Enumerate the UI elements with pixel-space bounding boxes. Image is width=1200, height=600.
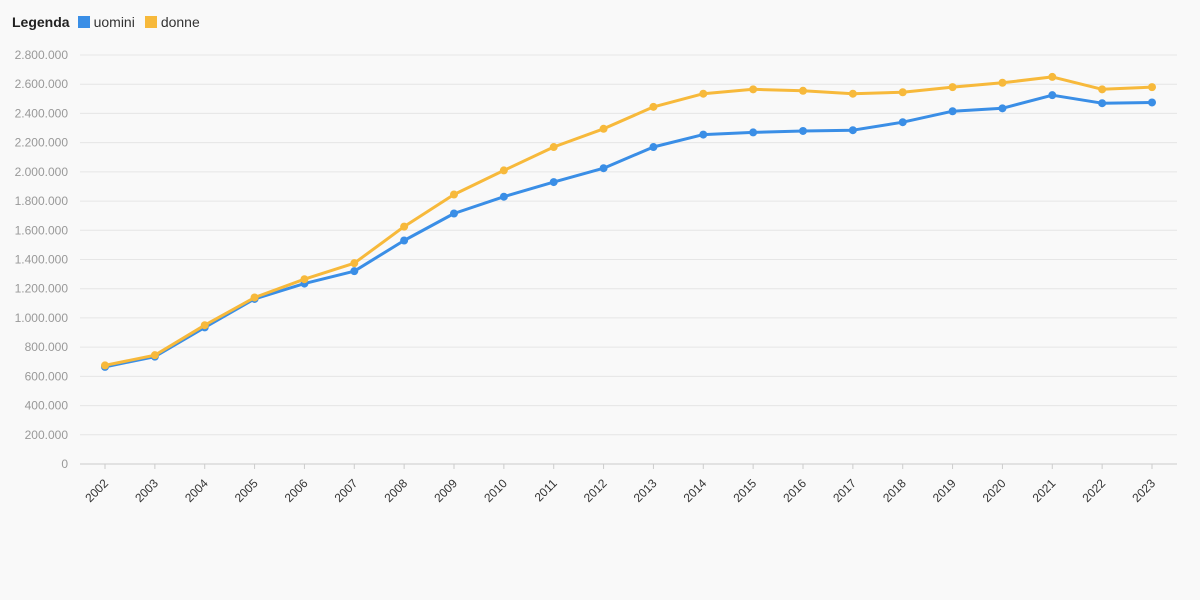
y-tick-label: 1.200.000 [15, 282, 69, 296]
data-point-donne[interactable] [400, 222, 409, 231]
legend-swatch-uomini [77, 16, 90, 28]
x-tick-label: 2012 [581, 476, 610, 505]
data-point-donne[interactable] [898, 88, 907, 97]
x-tick-label: 2015 [730, 476, 759, 505]
y-tick-label: 800.000 [25, 340, 69, 354]
data-point-donne[interactable] [948, 83, 957, 92]
y-axis-tick-labels: 0 200.000 400.000 600.000 800.000 1.000.000 1.… [15, 48, 69, 471]
data-point-uomini[interactable] [749, 128, 758, 137]
x-tick-label: 2011 [532, 476, 560, 504]
y-tick-label: 0 [61, 457, 68, 471]
y-tick-label: 2.200.000 [15, 136, 69, 150]
x-tick-label: 2006 [282, 476, 311, 505]
data-point-uomini[interactable] [350, 267, 359, 276]
y-tick-label: 2.800.000 [15, 48, 69, 62]
y-tick-label: 2.000.000 [15, 165, 69, 179]
y-tick-label: 1.800.000 [15, 194, 69, 208]
data-point-uomini[interactable] [998, 104, 1007, 113]
x-tick-label: 2022 [1079, 476, 1108, 505]
y-tick-label: 2.400.000 [15, 106, 69, 120]
data-point-donne[interactable] [350, 259, 359, 268]
x-axis: 2002 2003 2004 2005 2006 2007 2008 2009 2010 2011… [82, 464, 1158, 505]
data-point-donne[interactable] [699, 89, 708, 98]
x-tick-label: 2017 [830, 476, 859, 505]
x-tick-label: 2003 [132, 476, 161, 505]
data-point-uomini[interactable] [1098, 99, 1107, 108]
x-tick-label: 2019 [930, 476, 959, 505]
data-point-donne[interactable] [599, 124, 608, 133]
data-point-donne[interactable] [200, 321, 209, 330]
x-tick-label: 2016 [780, 476, 809, 505]
data-point-donne[interactable] [749, 85, 758, 94]
x-tick-label: 2005 [232, 476, 261, 505]
data-point-donne[interactable] [1098, 85, 1107, 94]
legend-title: Legenda [12, 14, 70, 30]
data-point-uomini[interactable] [898, 118, 907, 127]
data-point-donne[interactable] [150, 351, 159, 360]
series-line-uomini [103, 93, 1154, 369]
y-tick-label: 400.000 [25, 399, 69, 413]
data-point-donne[interactable] [1048, 72, 1057, 81]
x-tick-label: 2010 [481, 476, 510, 505]
x-tick-label: 2004 [182, 476, 211, 505]
y-tick-label: 1.000.000 [15, 311, 69, 325]
data-point-donne[interactable] [450, 190, 458, 199]
series-lines [101, 72, 1156, 371]
data-point-donne[interactable] [799, 86, 807, 95]
x-tick-label: 2023 [1129, 476, 1158, 505]
data-point-uomini[interactable] [699, 130, 708, 139]
data-point-donne[interactable] [101, 361, 109, 370]
data-point-uomini[interactable] [499, 192, 508, 201]
x-tick-label: 2009 [431, 476, 460, 505]
data-point-uomini[interactable] [400, 236, 409, 245]
data-point-donne[interactable] [499, 166, 508, 175]
data-point-uomini[interactable] [948, 107, 957, 116]
data-point-donne[interactable] [300, 275, 309, 284]
legend: Legenda uomini donne [12, 12, 204, 32]
x-tick-label: 2002 [82, 476, 111, 505]
x-tick-label: 2008 [381, 476, 410, 505]
legend-label-uomini: uomini [93, 14, 135, 30]
y-tick-label: 200.000 [25, 428, 69, 442]
data-point-uomini[interactable] [549, 178, 558, 187]
data-point-uomini[interactable] [799, 126, 807, 135]
x-tick-label: 2018 [880, 476, 909, 505]
legend-swatch-donne [144, 16, 157, 28]
data-point-uomini[interactable] [450, 209, 458, 218]
legend-label-donne: donne [160, 14, 200, 30]
y-tick-label: 2.600.000 [15, 77, 69, 91]
data-point-donne[interactable] [649, 102, 658, 111]
x-tick-label: 2007 [332, 476, 361, 505]
data-point-donne[interactable] [1148, 83, 1156, 92]
legend-item-uomini[interactable]: uomini [77, 12, 135, 32]
data-point-uomini[interactable] [848, 126, 857, 135]
data-point-uomini[interactable] [1048, 91, 1057, 100]
y-tick-label: 1.400.000 [15, 253, 69, 267]
data-point-uomini[interactable] [1148, 98, 1156, 107]
series-line-donne [103, 75, 1154, 367]
legend-item-donne[interactable]: donne [144, 12, 200, 32]
x-tick-label: 2013 [631, 476, 660, 505]
x-tick-label: 2014 [681, 476, 710, 505]
data-point-donne[interactable] [848, 89, 857, 98]
gridlines [80, 54, 1177, 465]
data-point-uomini[interactable] [649, 143, 658, 152]
data-point-donne[interactable] [549, 143, 558, 152]
y-tick-label: 600.000 [25, 369, 69, 383]
y-tick-label: 1.600.000 [15, 223, 69, 237]
data-point-donne[interactable] [250, 293, 259, 302]
data-point-uomini[interactable] [599, 164, 608, 173]
x-tick-label: 2020 [980, 476, 1009, 505]
x-tick-label: 2021 [1030, 476, 1059, 505]
data-point-donne[interactable] [998, 78, 1007, 87]
